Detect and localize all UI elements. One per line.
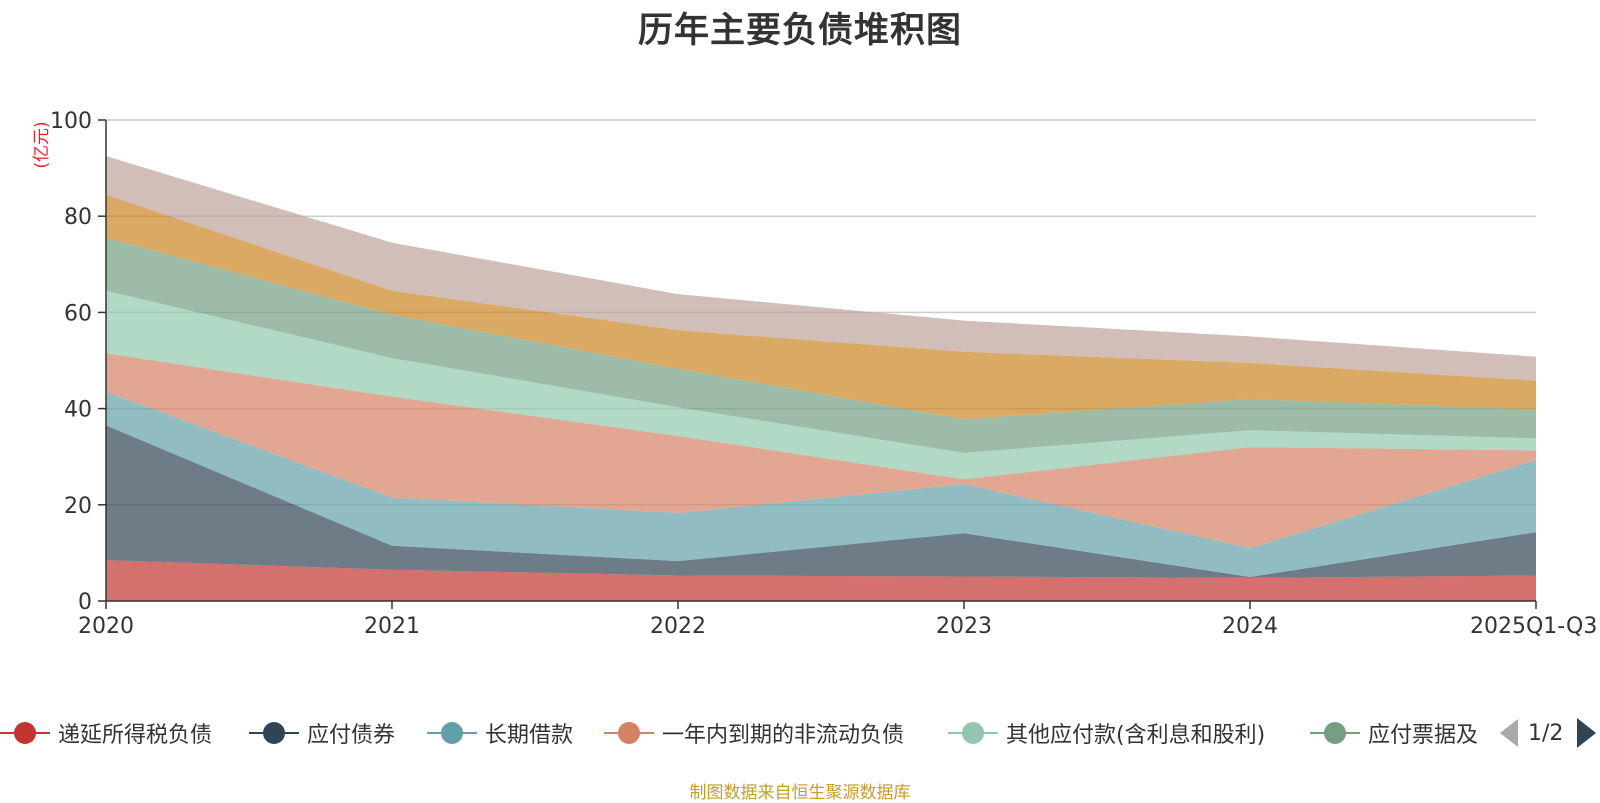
axes: 0 20 40 60 80 100 2020 2021 2022 2023 2024 2025Q1-Q… (50, 109, 1597, 639)
pager-indicator: 1/2 (1528, 720, 1564, 746)
area-长期借款 (106, 391, 1536, 577)
x-tick-label: 2020 (78, 614, 134, 639)
x-tick-label: 2024 (1222, 614, 1278, 639)
legend-item-bonds-payable[interactable]: 应付债券 (249, 716, 395, 750)
legend-label: 递延所得税负债 (58, 723, 213, 748)
y-tick-label: 40 (64, 398, 92, 423)
y-tick-label: 0 (78, 590, 92, 615)
pager-next-icon[interactable] (1577, 718, 1597, 748)
source-note: 制图数据来自恒生聚源数据库 (689, 783, 911, 803)
area-应付债券 (106, 425, 1536, 578)
chart-title: 历年主要负债堆积图 (637, 11, 962, 51)
legend-marker-icon (427, 716, 477, 750)
legend-marker-icon (249, 716, 299, 750)
legend-marker-icon (604, 716, 654, 750)
legend-item-notes-payable[interactable]: 应付票据及 (1310, 716, 1482, 750)
x-tick-label: 2023 (936, 614, 992, 639)
legend-pager: 1/2 (1500, 716, 1597, 750)
area-一年内到期的非流动负债 (106, 353, 1536, 549)
stacked-area-chart: 0 20 40 60 80 100 2020 2021 2022 2023 2024 2025Q1-Q… (32, 109, 1597, 639)
x-tick-label: 2022 (650, 614, 706, 639)
y-tick-label: 100 (50, 109, 92, 134)
area-series (106, 156, 1536, 601)
y-tick-label: 60 (64, 301, 92, 326)
legend-marker-icon (1310, 716, 1360, 750)
legend-label: 长期借款 (485, 723, 574, 748)
area-合同负债 (106, 194, 1536, 420)
x-tick-label: 2021 (364, 614, 420, 639)
legend-label: 应付票据及 (1368, 723, 1479, 748)
x-tick-label: 2025Q1-Q3 (1470, 614, 1597, 639)
area-应付票据及应付账款 (106, 237, 1536, 453)
area-其他应付款(含利息和股利) (106, 290, 1536, 480)
legend-label: 应付债券 (307, 723, 396, 748)
legend-item-deferred-tax[interactable]: 递延所得税负债 (0, 716, 212, 750)
legend-item-long-term-loans[interactable]: 长期借款 (427, 716, 573, 750)
legend-marker-icon (0, 716, 50, 750)
y-axis-label: (亿元) (32, 121, 52, 168)
area-递延所得税负债 (106, 560, 1536, 601)
y-tick-label: 80 (64, 205, 92, 230)
legend-marker-icon (948, 716, 998, 750)
legend-label: 一年内到期的非流动负债 (662, 723, 905, 748)
area-短期借款 (106, 156, 1536, 381)
chart-legend: 递延所得税负债 应付债券 长期借款 一年内到期的非流动负债 其他应付款(含利息和… (0, 716, 1600, 750)
legend-label: 其他应付款(含利息和股利) (1006, 723, 1266, 748)
pager-prev-icon[interactable] (1500, 719, 1518, 747)
legend-item-other-payables[interactable]: 其他应付款(含利息和股利) (948, 716, 1265, 750)
y-tick-label: 20 (64, 494, 92, 519)
legend-item-current-noncurrent[interactable]: 一年内到期的非流动负债 (604, 716, 904, 750)
